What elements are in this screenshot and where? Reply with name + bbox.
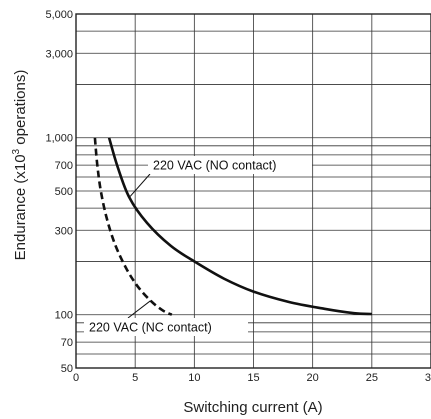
x-tick-label: 25 xyxy=(366,372,378,384)
grid xyxy=(75,13,431,369)
annotation-leader xyxy=(128,173,151,198)
y-tick-label: 500 xyxy=(55,186,73,198)
annotation-box xyxy=(148,156,312,174)
x-tick-label: 5 xyxy=(132,372,138,384)
x-axis-title: Switching current (A) xyxy=(183,399,322,416)
y-tick-label: 1,000 xyxy=(45,133,73,145)
y-axis-title-suffix: operations) xyxy=(12,70,29,149)
y-tick-label: 700 xyxy=(55,160,73,172)
series-no-contact-line xyxy=(107,137,372,316)
y-tick-label: 300 xyxy=(55,225,73,237)
x-tick-label: 20 xyxy=(307,372,319,384)
x-tick-label: 15 xyxy=(247,372,259,384)
x-tick-label: 30 xyxy=(425,372,431,384)
annotation-box xyxy=(84,318,248,336)
y-axis-title: Endurance (x103 operations) xyxy=(11,70,29,261)
y-axis-title-prefix: Endurance (x10 xyxy=(12,154,29,260)
y-tick-label: 70 xyxy=(61,337,73,349)
series-nc-contact-line xyxy=(93,137,173,316)
annotations: 220 VAC (NO contact) 220 VAC (NC contact) xyxy=(84,156,312,336)
y-axis-title-exponent: 3 xyxy=(11,148,22,154)
y-tick-label: 50 xyxy=(61,363,73,375)
y-tick-label: 3,000 xyxy=(45,48,73,60)
annotation-label: 220 VAC (NO contact) xyxy=(153,159,276,173)
plot-frame xyxy=(75,13,431,369)
annotation-label: 220 VAC (NC contact) xyxy=(89,321,212,335)
y-tick-label: 100 xyxy=(55,310,73,322)
series-layer xyxy=(93,137,372,316)
annotation-leader xyxy=(127,300,151,319)
x-tick-label: 10 xyxy=(188,372,200,384)
x-tick-label: 0 xyxy=(73,372,79,384)
tick-labels: 0 5 10 15 20 25 30 50 70 100 300 500 700 1,000 3,000 5,… xyxy=(45,9,431,384)
y-tick-label: 5,000 xyxy=(45,9,73,21)
